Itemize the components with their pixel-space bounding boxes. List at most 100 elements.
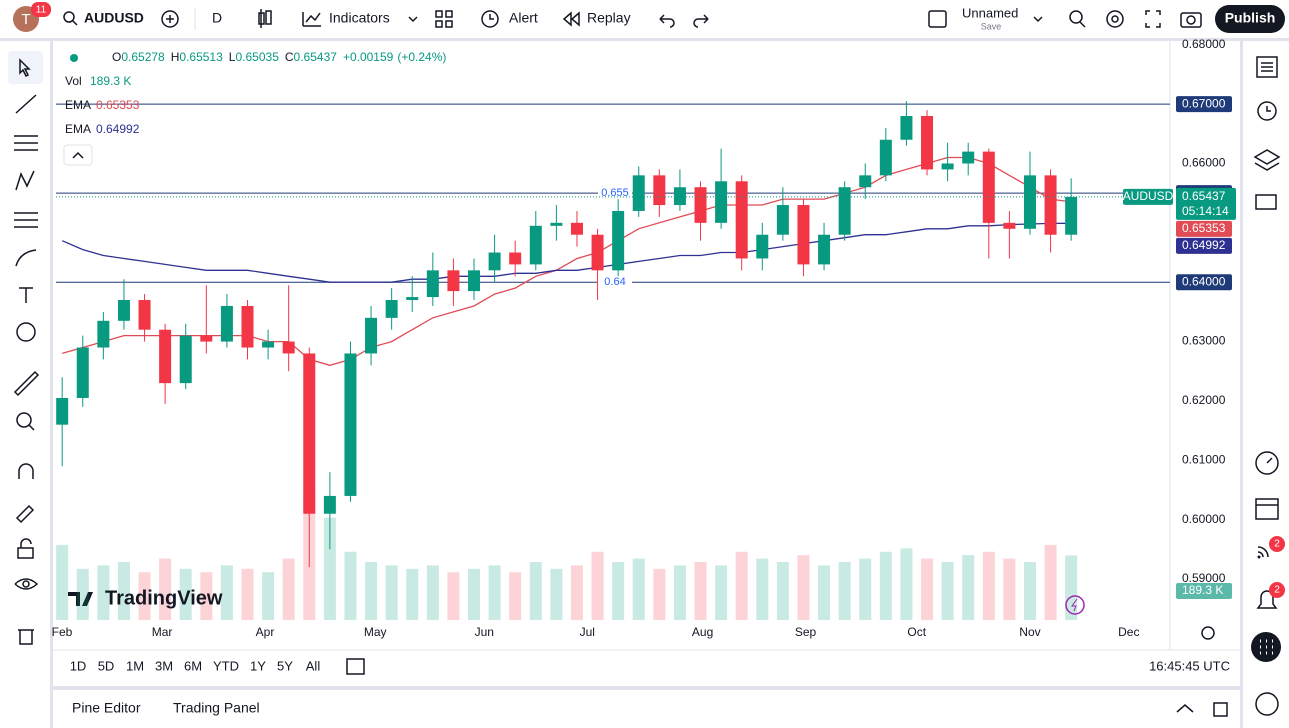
date-range-button[interactable] — [346, 658, 365, 675]
volume-bar — [1023, 562, 1036, 620]
icon-tool[interactable] — [16, 322, 36, 342]
x-tick-label: Feb — [52, 625, 73, 639]
calendar[interactable] — [1255, 498, 1279, 520]
candle-body — [365, 317, 378, 354]
legend-value: 0.65035 — [235, 50, 279, 64]
candle-body — [900, 115, 913, 140]
fib-tool[interactable] — [14, 135, 38, 151]
range-button[interactable]: All — [306, 658, 321, 673]
snapshot-button[interactable] — [1180, 12, 1202, 28]
hline-axis-label: 0.67000 — [1182, 96, 1226, 110]
magnet-tool[interactable] — [18, 463, 34, 479]
y-tick-label: 0.59000 — [1182, 571, 1226, 585]
y-tick-label: 0.66000 — [1182, 156, 1226, 170]
zoom-tool[interactable] — [16, 412, 35, 431]
symbol-tag — [1123, 188, 1173, 205]
measure-tool[interactable] — [13, 370, 40, 397]
legend-change-pct: (+0.24%) — [397, 50, 446, 64]
volume-bar — [859, 558, 872, 620]
x-tick-label: Dec — [1118, 625, 1139, 639]
symbol-search[interactable]: AUDUSD — [63, 10, 144, 26]
undo-button[interactable] — [659, 14, 675, 28]
trend-line-tool[interactable] — [15, 94, 37, 114]
ema-axis-label-bg — [1176, 220, 1232, 237]
candle-body — [776, 205, 789, 235]
bottom-panel — [53, 690, 1240, 728]
volume-bar — [56, 544, 69, 620]
compare-button[interactable] — [161, 10, 179, 28]
candle-body — [241, 305, 254, 348]
range-button[interactable]: 1D — [70, 658, 87, 673]
volume-bar — [323, 517, 336, 620]
volume-bar — [97, 565, 110, 620]
screener[interactable] — [1255, 451, 1279, 475]
candle-body — [921, 115, 934, 170]
range-button[interactable]: 1M — [126, 658, 144, 673]
indicators-button[interactable]: Indicators — [302, 10, 418, 27]
collapse-panel[interactable] — [1176, 704, 1194, 713]
save-label: Save — [981, 21, 1002, 31]
top-toolbar — [0, 0, 1289, 38]
lock-tool[interactable] — [17, 538, 34, 559]
ema-axis-label: 0.64992 — [1182, 238, 1226, 252]
candle-body — [982, 151, 995, 223]
legend-toggle[interactable] — [63, 144, 93, 166]
watchlist[interactable] — [1256, 56, 1278, 78]
redo-button[interactable] — [693, 14, 709, 28]
panel-tab[interactable]: Trading Panel — [173, 700, 260, 716]
range-button[interactable]: 1Y — [250, 658, 266, 673]
interval[interactable]: D — [212, 10, 222, 26]
range-button[interactable]: 6M — [184, 658, 202, 673]
badge: 2 — [1274, 585, 1280, 596]
lock-drawing-tool[interactable] — [15, 504, 35, 524]
x-tick-label: Nov — [1019, 625, 1040, 639]
chart-type-button[interactable] — [258, 9, 272, 28]
candle-body — [76, 347, 89, 398]
help[interactable] — [1255, 692, 1279, 716]
right-sidebar — [1243, 41, 1289, 728]
publish-button[interactable]: Publish — [1215, 5, 1285, 33]
delete-tool[interactable] — [18, 629, 34, 645]
range-button[interactable]: 3M — [155, 658, 173, 673]
x-tick-label: May — [364, 625, 387, 639]
chats[interactable] — [1255, 194, 1277, 210]
volume-bar — [694, 562, 707, 620]
lightning-button[interactable] — [1065, 595, 1085, 615]
badge: 2 — [1274, 539, 1280, 550]
replay-button[interactable]: Replay — [562, 10, 631, 27]
volume-bar — [76, 568, 89, 620]
volume-bar — [962, 555, 975, 620]
volume-bar — [735, 551, 748, 620]
data-window[interactable] — [1253, 149, 1281, 171]
fullscreen-button[interactable] — [1145, 10, 1161, 28]
layout-button[interactable]: Unnamed Save — [928, 5, 1043, 31]
quick-search[interactable] — [1069, 10, 1086, 28]
candle-body — [694, 187, 707, 223]
visibility-tool[interactable] — [14, 578, 39, 590]
notifications[interactable]: 2 — [1256, 582, 1285, 609]
range-button[interactable]: 5D — [98, 658, 115, 673]
maximize-panel[interactable] — [1213, 702, 1228, 717]
candle-body — [509, 252, 522, 265]
templates-button[interactable] — [435, 10, 453, 28]
prediction-tool[interactable] — [14, 212, 38, 228]
candle-body — [323, 495, 336, 514]
avatar[interactable]: T 11 — [13, 2, 51, 32]
range-button[interactable]: YTD — [213, 658, 239, 673]
alerts[interactable] — [1257, 101, 1277, 121]
ideas[interactable]: 2 — [1257, 536, 1286, 559]
apps[interactable] — [1251, 632, 1281, 662]
cursor-tool[interactable] — [8, 51, 43, 84]
panel-tab[interactable]: Pine Editor — [72, 700, 141, 716]
volume-bar — [797, 555, 810, 620]
pattern-tool[interactable] — [15, 170, 35, 191]
chart-settings[interactable] — [1201, 626, 1215, 640]
volume-bar — [1044, 544, 1057, 620]
brush-tool[interactable] — [15, 249, 37, 267]
range-button[interactable]: 5Y — [277, 658, 293, 673]
settings-button[interactable] — [1106, 10, 1124, 28]
alert-button[interactable]: Alert — [481, 10, 538, 28]
candle-body — [1003, 222, 1016, 229]
vol-legend-value: 189.3 K — [90, 74, 131, 88]
text-tool[interactable] — [19, 287, 33, 303]
